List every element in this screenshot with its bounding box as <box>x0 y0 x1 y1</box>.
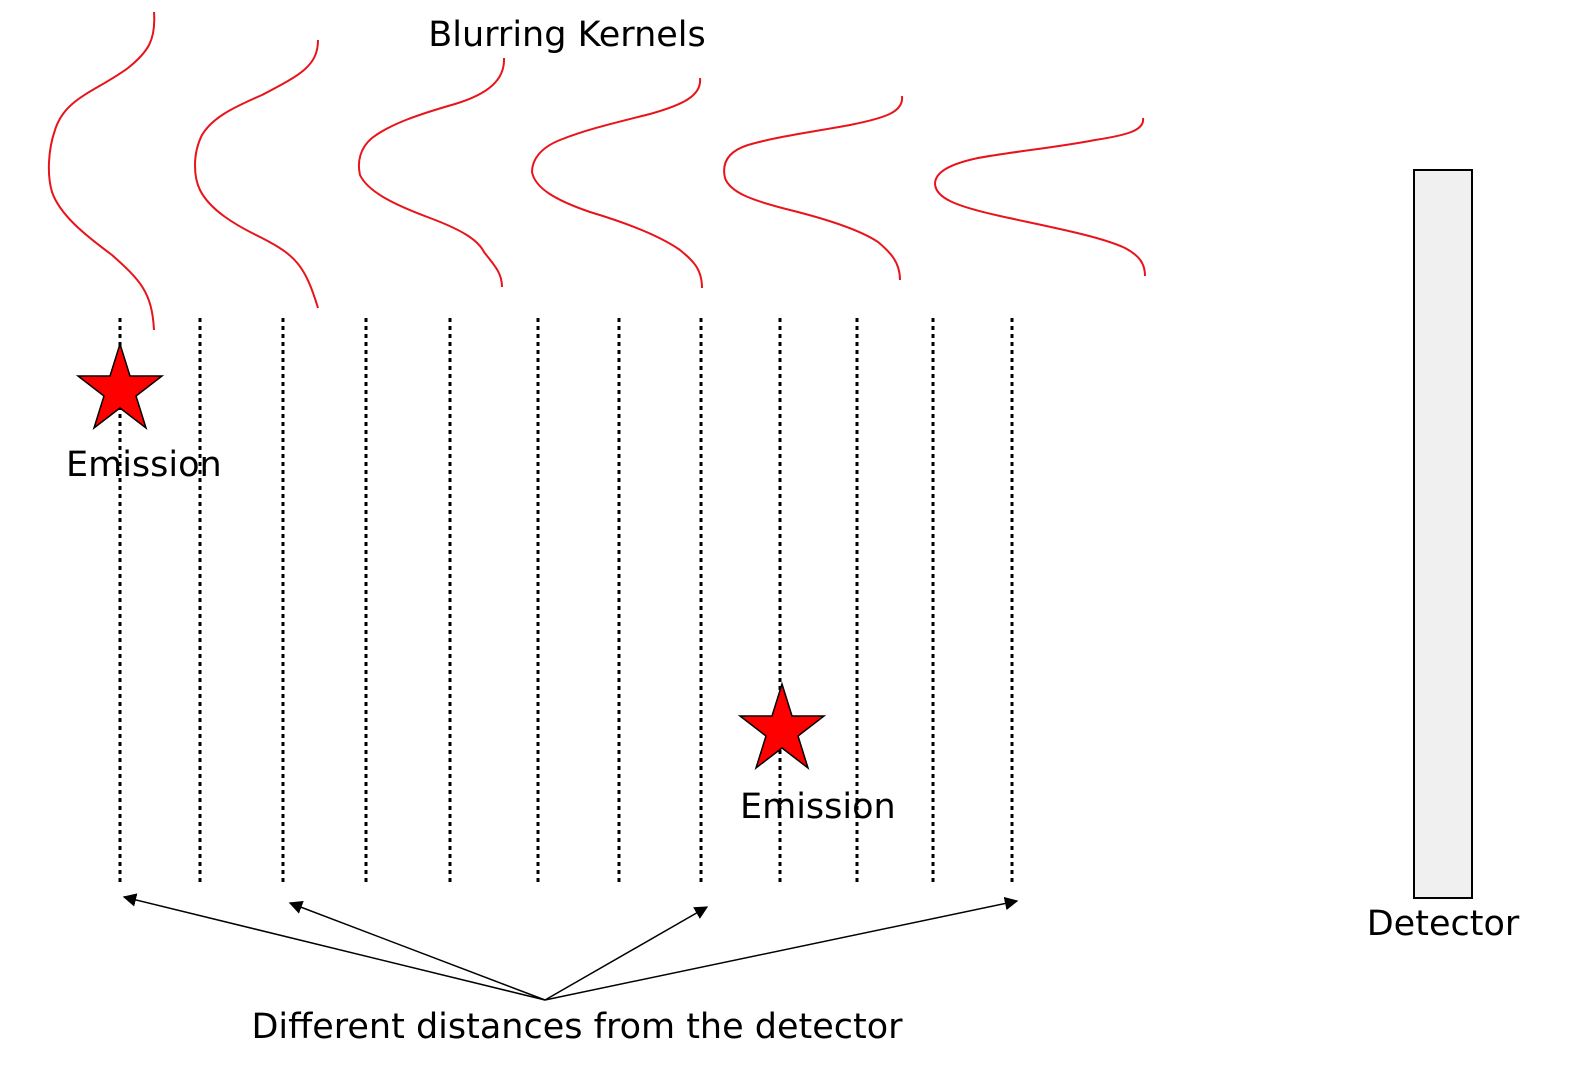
emission-star-2 <box>737 681 827 771</box>
blurring-kernel-6 <box>933 117 1146 277</box>
blurring-kernel-4 <box>530 77 703 289</box>
diagram-title: Blurring Kernels <box>428 15 706 55</box>
distance-lines <box>118 318 1014 885</box>
emission-label-2: Emission <box>740 787 896 827</box>
distance-arrow-4 <box>544 896 1019 1001</box>
emission-label-1: Emission <box>66 445 222 485</box>
blurring-kernel-2 <box>194 39 319 309</box>
blurring-kernel-1 <box>47 11 156 331</box>
blurring-kernels <box>47 11 1146 331</box>
detector-panel <box>1413 169 1473 899</box>
distance-arrows <box>122 893 1019 1001</box>
distance-arrow-1 <box>122 893 546 1001</box>
distance-arrow-2 <box>288 901 546 1001</box>
blurring-kernel-3 <box>357 57 506 288</box>
blurring-kernel-5 <box>723 95 904 281</box>
emission-star-1 <box>75 341 165 431</box>
distances-label: Different distances from the detector <box>251 1007 903 1047</box>
detector-label: Detector <box>1367 904 1520 944</box>
distance-arrow-3 <box>544 906 709 1001</box>
